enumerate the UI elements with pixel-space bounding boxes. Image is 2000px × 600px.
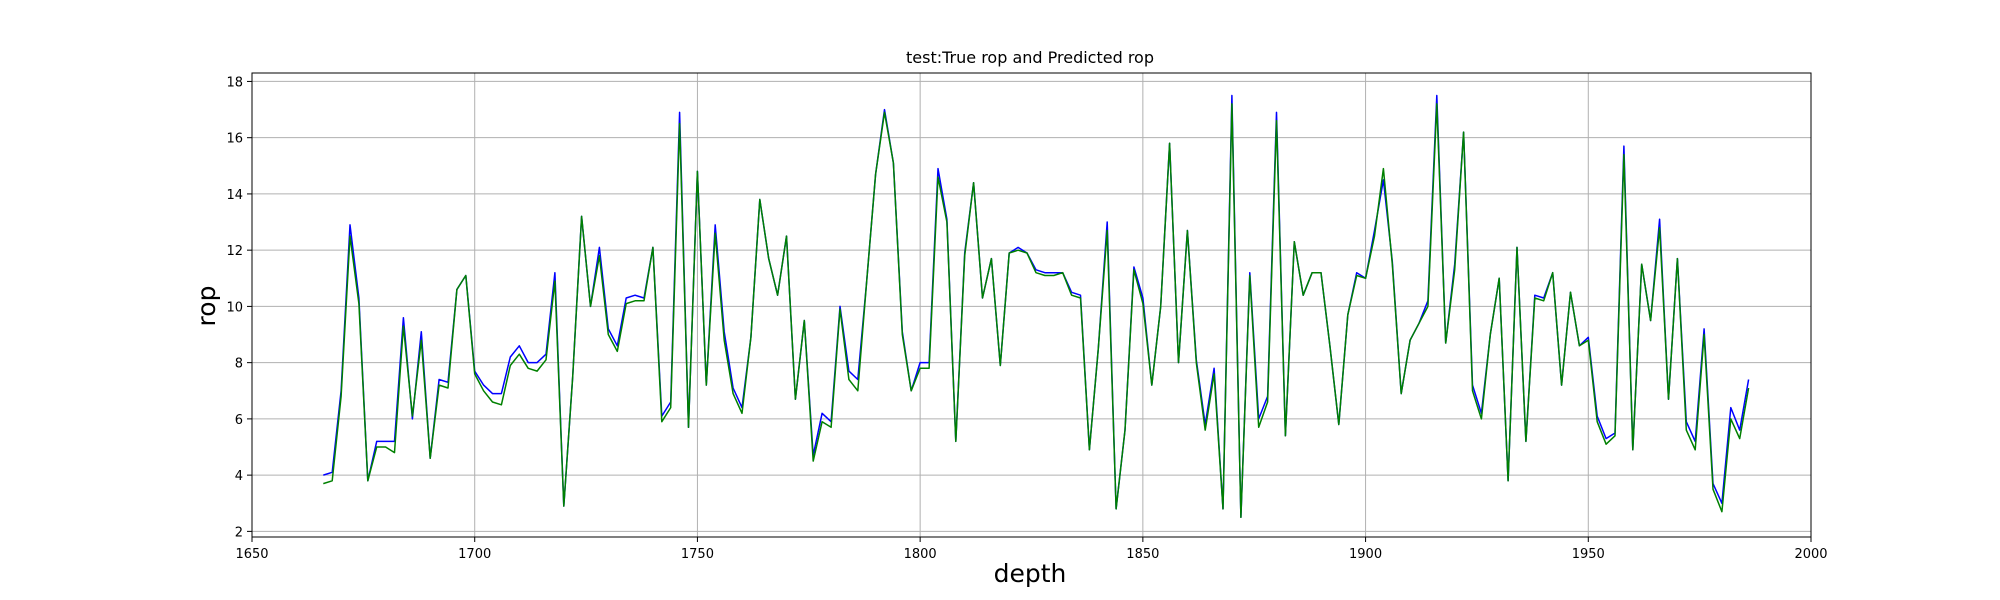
y-tick-label: 2 <box>235 525 243 540</box>
y-tick-label: 14 <box>226 188 243 203</box>
predicted-rop-line <box>323 103 1750 519</box>
plot-frame <box>251 72 1812 538</box>
y-tick-label: 10 <box>226 300 243 315</box>
x-axis-title: depth <box>994 559 1067 588</box>
y-tick-label: 16 <box>226 132 243 147</box>
y-tick-label: 12 <box>226 244 243 259</box>
y-tick-label: 4 <box>235 469 243 484</box>
x-tick-label: 1850 <box>1126 547 1159 562</box>
x-tick-label: 1700 <box>458 547 491 562</box>
axis-ticks: 1650 1700 1750 1800 1850 1900 1950 2000 2 4 6 8 10 12… <box>226 75 1827 562</box>
y-tick-label: 8 <box>235 357 243 372</box>
chart-title: test:True rop and Predicted rop <box>906 48 1154 67</box>
y-tick-label: 18 <box>226 75 243 90</box>
y-tick-label: 6 <box>235 413 243 428</box>
x-tick-label: 2000 <box>1794 547 1827 562</box>
y-axis-title: rop <box>192 286 221 327</box>
plot-lines <box>323 94 1750 519</box>
x-tick-label: 1900 <box>1349 547 1382 562</box>
x-tick-label: 1950 <box>1572 547 1605 562</box>
x-tick-label: 1800 <box>904 547 937 562</box>
x-tick-label: 1750 <box>681 547 714 562</box>
x-tick-label: 1650 <box>235 547 268 562</box>
